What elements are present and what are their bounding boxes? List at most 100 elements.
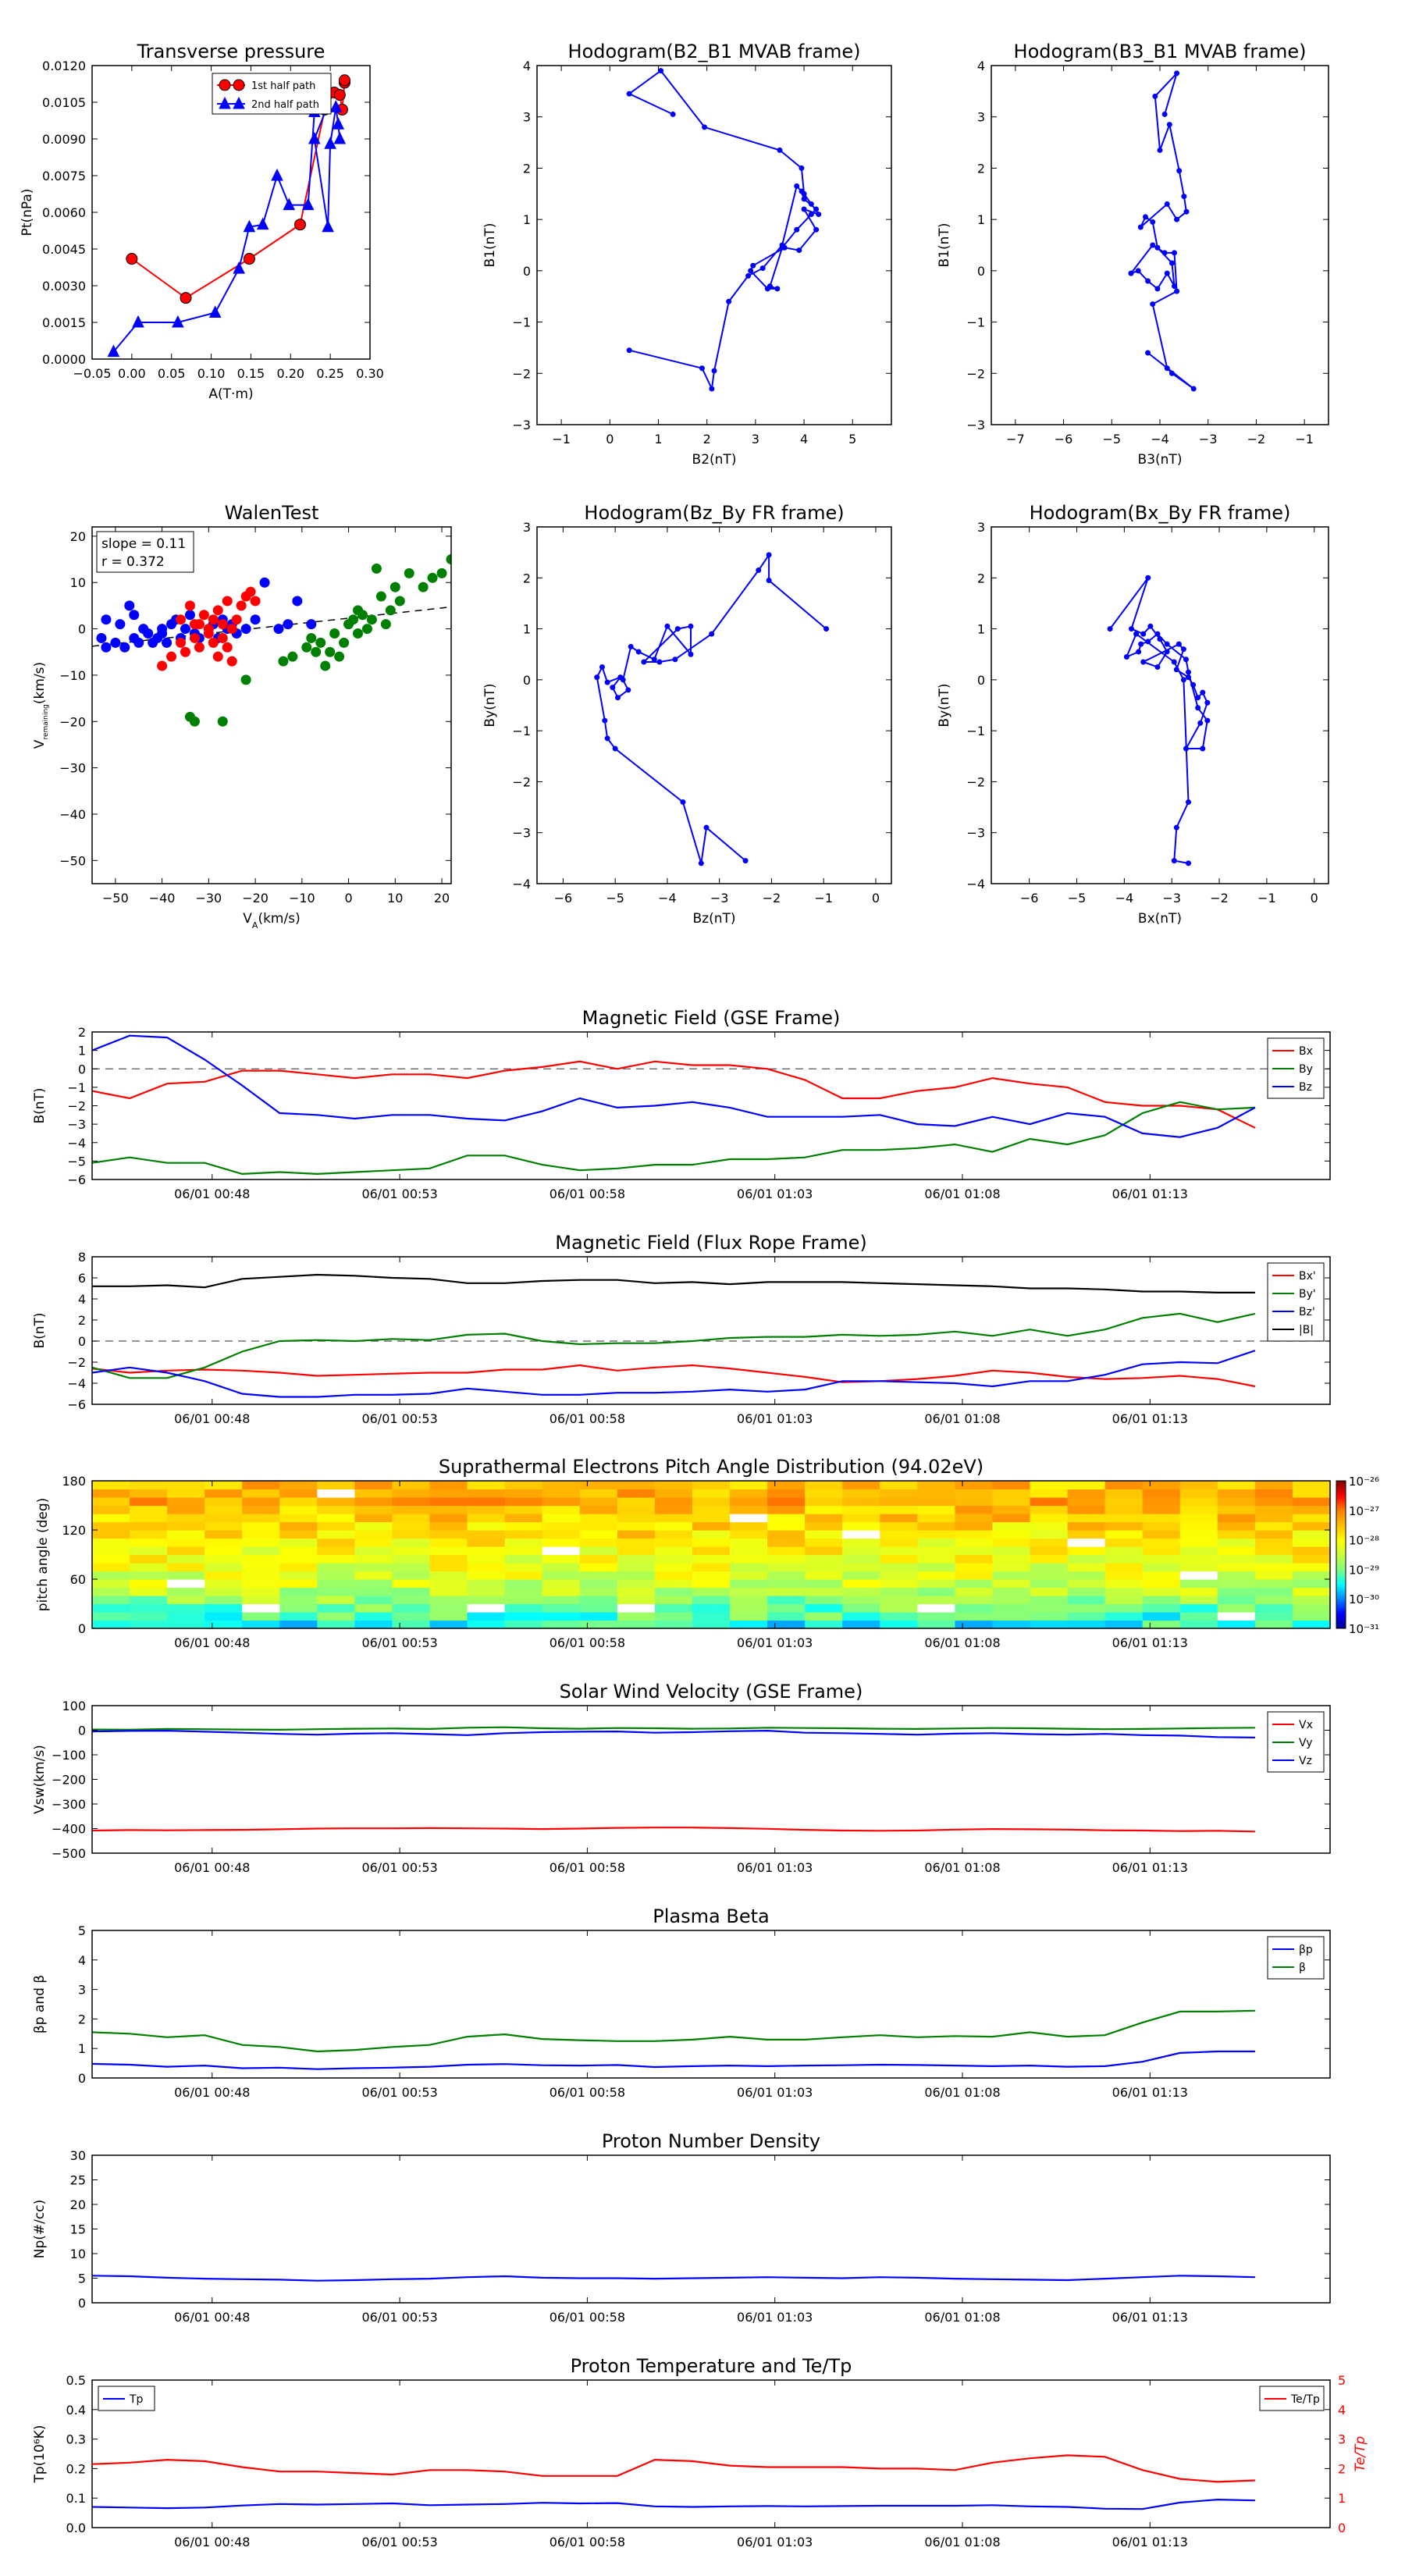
data-point-p4 xyxy=(385,605,396,616)
x-tick-label-p3: −4 xyxy=(1151,432,1169,447)
heatmap-cell xyxy=(730,1530,768,1539)
heatmap-cell xyxy=(1292,1530,1331,1539)
heatmap-cell xyxy=(542,1489,581,1498)
title-p1: Transverse pressure xyxy=(137,41,325,62)
heatmap-cell xyxy=(1254,1596,1293,1605)
heatmap-cell xyxy=(354,1596,393,1605)
heatmap-cell xyxy=(1217,1554,1256,1564)
legend-label-t4: Vz xyxy=(1299,1755,1312,1767)
heatmap-cell xyxy=(992,1514,1031,1523)
heatmap-cell xyxy=(1217,1579,1256,1589)
heatmap-cell xyxy=(617,1530,656,1539)
heatmap-cell xyxy=(1067,1571,1106,1580)
x-tick-label-t5: 06/01 01:13 xyxy=(1112,2085,1188,2100)
heatmap-cell xyxy=(467,1563,506,1572)
colorbar-segment xyxy=(1336,1495,1346,1499)
data-point-p6 xyxy=(1164,641,1170,647)
data-point-p4 xyxy=(184,600,195,611)
heatmap-cell xyxy=(1067,1603,1106,1613)
heatmap-cell xyxy=(730,1514,768,1523)
heatmap-cell xyxy=(167,1530,205,1539)
heatmap-cell xyxy=(917,1514,955,1523)
data-point-p5 xyxy=(766,578,772,584)
y-tick-label-p6: −2 xyxy=(966,774,985,789)
heatmap-cell xyxy=(767,1481,806,1490)
data-point-p4 xyxy=(427,572,438,583)
x-tick-label-p5: −6 xyxy=(554,891,573,906)
colorbar-segment xyxy=(1336,1610,1346,1614)
heatmap-cell xyxy=(167,1514,205,1523)
title-p5: Hodogram(Bz_By FR frame) xyxy=(584,502,844,524)
heatmap-cell xyxy=(1104,1514,1144,1523)
x-axis-label-p1: A(T·m) xyxy=(208,386,253,402)
y-tick-label-p2: 1 xyxy=(523,212,531,227)
heatmap-cell xyxy=(1142,1514,1181,1523)
heatmap-cell xyxy=(92,1563,130,1572)
heatmap-cell xyxy=(130,1505,168,1514)
heatmap-cell xyxy=(730,1546,768,1556)
data-point-p2 xyxy=(711,368,717,374)
heatmap-cell xyxy=(467,1521,506,1531)
data-point-p6 xyxy=(1157,636,1163,642)
heatmap-cell xyxy=(279,1514,318,1523)
heatmap-cell xyxy=(1142,1530,1181,1539)
heatmap-cell xyxy=(917,1571,955,1580)
title-t7: Proton Temperature and Te/Tp xyxy=(571,2355,852,2377)
x-tick-label-t7: 06/01 01:03 xyxy=(737,2535,813,2549)
heatmap-cell xyxy=(279,1579,318,1589)
heatmap-cell xyxy=(654,1481,693,1490)
heatmap-cell xyxy=(354,1571,393,1580)
heatmap-cell xyxy=(842,1538,880,1547)
data-point-p2 xyxy=(794,183,800,189)
legend-label-t5: βp xyxy=(1299,1944,1313,1956)
data-point-p4 xyxy=(404,568,414,578)
heatmap-cell xyxy=(1254,1489,1293,1498)
heatmap-cell xyxy=(842,1571,880,1580)
colorbar-segment xyxy=(1336,1535,1346,1538)
title-p6: Hodogram(Bx_By FR frame) xyxy=(1030,502,1291,524)
x-tick-label-p5: 0 xyxy=(872,891,880,906)
heatmap-cell xyxy=(392,1514,431,1523)
series-line-t4-0 xyxy=(91,1827,1255,1833)
y-axis-label-t1: B(nT) xyxy=(32,1087,48,1123)
x-tick-label-p6: −2 xyxy=(1210,891,1229,906)
heatmap-cell xyxy=(467,1612,506,1621)
heatmap-cell xyxy=(1217,1620,1256,1629)
data-point-p1 xyxy=(243,253,255,265)
y-axis-label-t5: βp and β xyxy=(32,1975,48,2033)
y-tick-label-t7: 0.4 xyxy=(66,2403,86,2418)
colorbar-segment xyxy=(1336,1616,1346,1619)
x-tick-label-p3: −2 xyxy=(1247,432,1266,447)
series-line-p2-0 xyxy=(628,69,821,392)
data-point-p6 xyxy=(1180,677,1186,683)
x-tick-label-p4: 10 xyxy=(387,891,403,906)
y-tick-label-p6: −1 xyxy=(966,724,985,738)
heatmap-cell xyxy=(1217,1521,1256,1531)
heatmap-cell xyxy=(504,1489,543,1498)
series-line-t2-2 xyxy=(91,1350,1256,1398)
data-point-p3 xyxy=(1164,201,1170,207)
heatmap-cell xyxy=(1217,1596,1256,1605)
heatmap-cell xyxy=(1104,1579,1144,1589)
heatmap-cell xyxy=(654,1505,693,1514)
heatmap-cell xyxy=(767,1596,806,1605)
heatmap-cell xyxy=(842,1546,880,1556)
data-point-p6 xyxy=(1147,623,1154,629)
heatmap-cell xyxy=(955,1579,994,1589)
heatmap-cell xyxy=(92,1587,130,1596)
data-point-p4 xyxy=(236,600,247,611)
heatmap-cell xyxy=(392,1571,431,1580)
heatmap-cell xyxy=(1104,1620,1144,1629)
y-right-tick-label-t7: 0 xyxy=(1338,2521,1346,2535)
heatmap-cell xyxy=(1067,1530,1106,1539)
heatmap-cell xyxy=(1067,1489,1106,1498)
y-right-axis-label-t7: Te/Tp xyxy=(1353,2435,1368,2471)
heatmap-cell xyxy=(692,1546,731,1556)
x-tick-label-t1: 06/01 01:03 xyxy=(737,1187,813,1201)
y-tick-label-p4: −40 xyxy=(59,807,86,822)
heatmap-cell xyxy=(392,1538,431,1547)
data-point-p4 xyxy=(101,614,112,625)
heatmap-cell xyxy=(617,1554,656,1564)
y-tick-label-t5: 3 xyxy=(78,1983,86,1998)
heatmap-cell xyxy=(730,1505,768,1514)
